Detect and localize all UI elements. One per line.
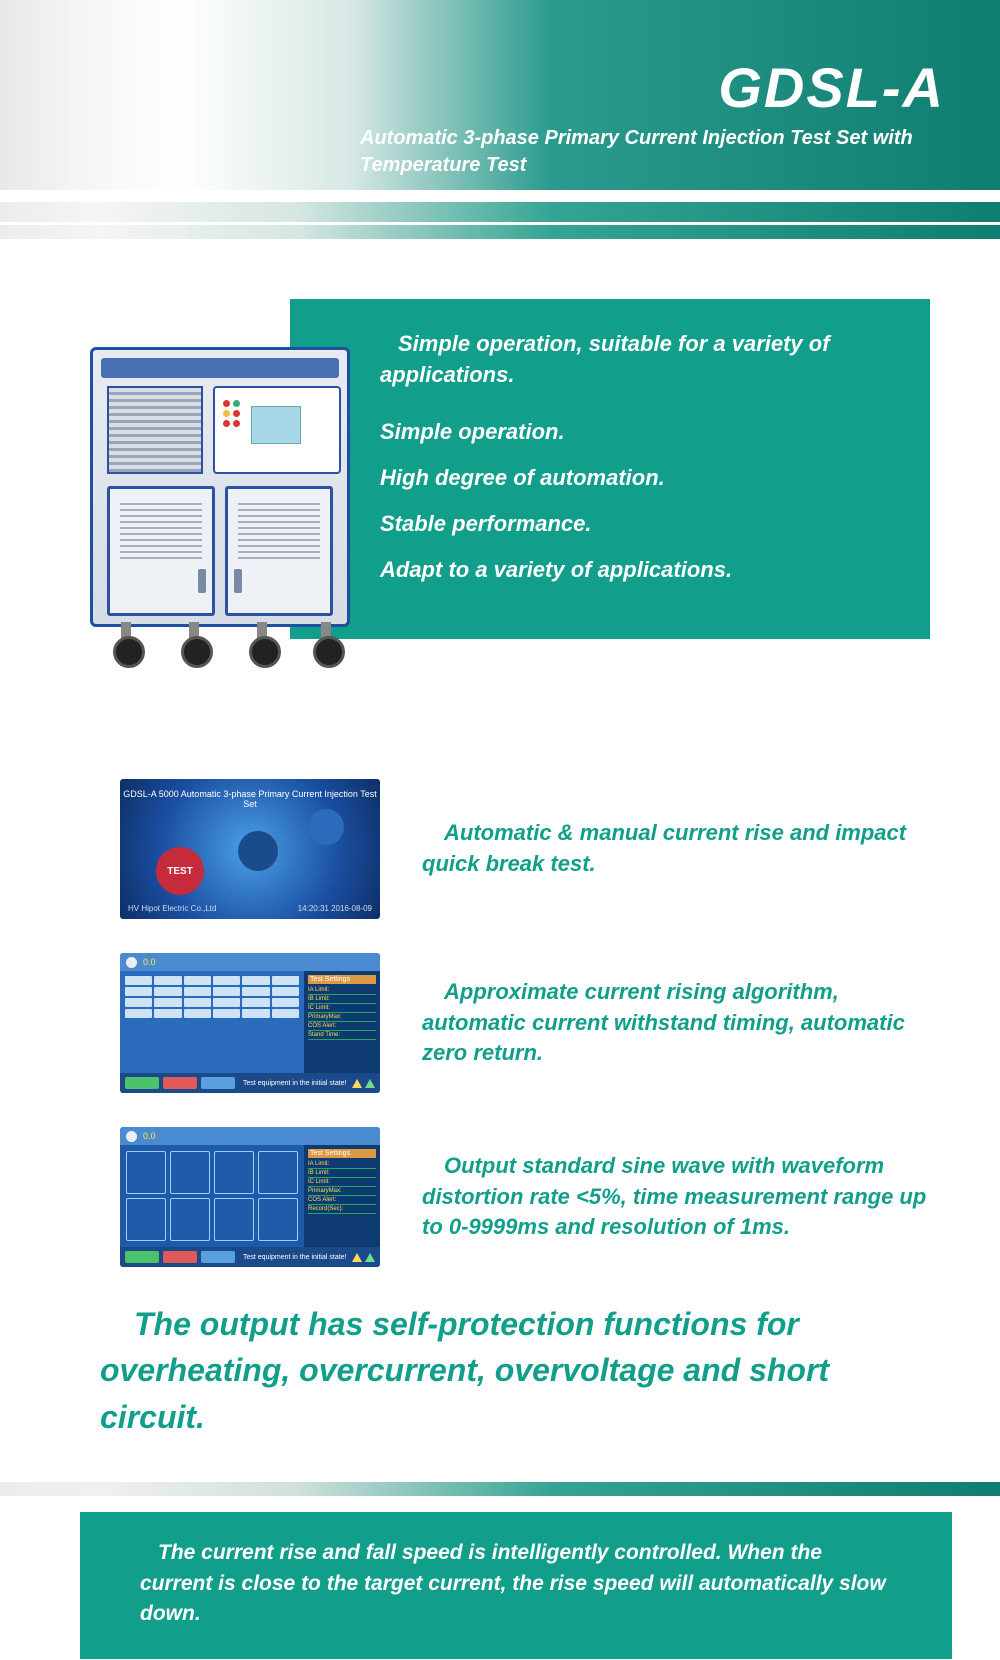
thumb1-test-button: TEST [156,847,204,895]
footer-divider [0,1482,1000,1496]
hero-feature-box: Simple operation, suitable for a variety… [290,299,930,639]
divider-stripe-thin [0,225,1000,239]
feature-thumb-2: 0.0 Test Settings IA Limit: IB Limit: IC… [120,953,380,1093]
hero-line-4: Adapt to a variety of applications. [380,557,898,583]
header-banner: GDSL-A Automatic 3-phase Primary Current… [0,0,1000,190]
thumb1-title: GDSL-A 5000 Automatic 3-phase Primary Cu… [120,789,380,809]
features-section: GDSL-A 5000 Automatic 3-phase Primary Cu… [120,779,940,1267]
divider-stripe [0,202,1000,222]
feature-row-1: GDSL-A 5000 Automatic 3-phase Primary Cu… [120,779,940,919]
thumb1-footer-right: 14:20:31 2016-08-09 [298,904,372,913]
feature-row-2: 0.0 Test Settings IA Limit: IB Limit: IC… [120,953,940,1093]
product-subtitle: Automatic 3-phase Primary Current Inject… [360,125,940,179]
protection-statement: The output has self-protection functions… [100,1301,890,1440]
feature-thumb-1: GDSL-A 5000 Automatic 3-phase Primary Cu… [120,779,380,919]
hero-line-3: Stable performance. [380,511,898,537]
feature-text-1: Automatic & manual current rise and impa… [422,818,940,880]
hero-lead: Simple operation, suitable for a variety… [380,329,898,391]
hero-line-1: Simple operation. [380,419,898,445]
feature-text-2: Approximate current rising algorithm, au… [422,977,940,1069]
footer-note: The current rise and fall speed is intel… [80,1512,952,1659]
product-title: GDSL-A [718,55,945,120]
hero-section: Simple operation, suitable for a variety… [0,299,1000,739]
feature-thumb-3: 0.0 Test Settings IA Limit: IB Limit: IC… [120,1127,380,1267]
feature-row-3: 0.0 Test Settings IA Limit: IB Limit: IC… [120,1127,940,1267]
hero-line-2: High degree of automation. [380,465,898,491]
feature-text-3: Output standard sine wave with waveform … [422,1151,940,1243]
thumb1-footer-left: HV Hipot Electric Co.,Ltd [128,904,216,913]
product-image [90,347,370,677]
